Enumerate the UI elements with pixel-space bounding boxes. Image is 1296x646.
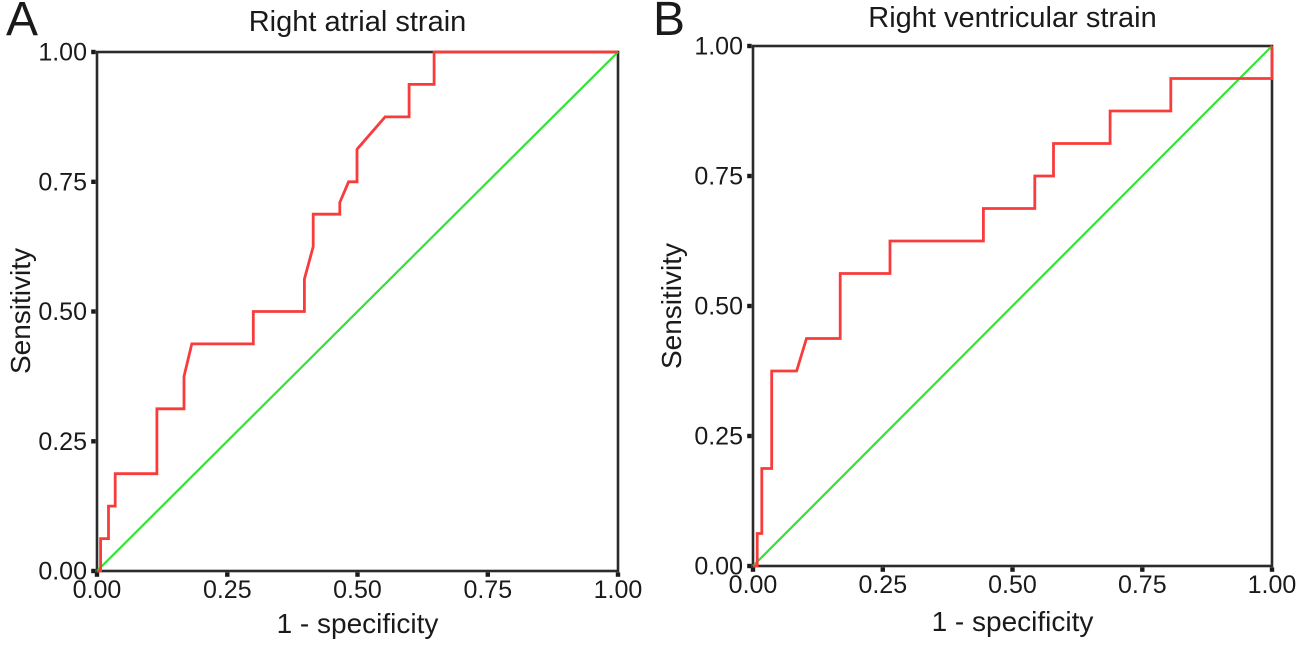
y-tick-label: 1.00 [38, 39, 87, 67]
x-tick-label: 0.75 [463, 576, 512, 604]
x-tick-label: 1.00 [594, 576, 643, 604]
y-tick-label: 0.25 [38, 428, 87, 456]
x-tick-label: 0.50 [988, 571, 1037, 599]
y-tick [747, 303, 752, 309]
x-axis-label-b: 1 - specificity [931, 606, 1094, 637]
y-tick [747, 43, 752, 49]
x-axis-label-a: 1 - specificity [276, 608, 439, 639]
y-tick-label: 0.75 [694, 163, 743, 191]
reference-line [752, 45, 1273, 567]
y-tick-label: 0.00 [694, 553, 743, 581]
x-tick-label: 0.25 [858, 571, 907, 599]
roc-curve [97, 50, 618, 573]
panel-letter-a: A [6, 0, 39, 46]
y-tick [91, 439, 96, 444]
y-tick [747, 173, 752, 179]
x-tick [225, 572, 230, 577]
y-axis-label-b: Sensitivity [656, 242, 687, 370]
roc-plot-a: 0.00 0.25 0.50 0.75 1.00 0.00 0.25 0.50 0.75 1.00 [38, 39, 642, 605]
y-tick-label: 0.25 [694, 423, 743, 451]
plot-border [95, 50, 620, 573]
y-tick [91, 179, 96, 184]
y-tick [91, 568, 96, 574]
x-tick-label: 0.50 [333, 576, 382, 604]
y-tick-label: 1.00 [694, 33, 743, 61]
y-tick [747, 433, 752, 439]
x-tick [615, 572, 621, 577]
y-tick-label: 0.50 [38, 298, 87, 326]
x-tick [880, 567, 885, 572]
x-tick-label: 0.00 [729, 571, 778, 599]
roc-plot-b: 0.00 0.25 0.50 0.75 1.00 0.00 0.25 0.50 0.75 1.00 [694, 33, 1296, 600]
x-tick [1140, 567, 1145, 572]
y-tick [91, 309, 96, 314]
reference-line [96, 51, 619, 572]
x-tick [750, 567, 756, 572]
panel-title-a: Right atrial strain [248, 6, 467, 38]
plot-border [751, 44, 1274, 568]
x-tick [1269, 567, 1275, 572]
x-tick [94, 572, 100, 577]
y-tick [747, 563, 752, 569]
y-tick-label: 0.00 [38, 558, 87, 586]
y-tick-label: 0.75 [38, 168, 87, 196]
y-tick [91, 49, 96, 55]
y-axis-label-a: Sensitivity [5, 247, 36, 375]
x-tick [355, 572, 360, 577]
x-tick-label: 0.00 [73, 576, 122, 604]
x-tick [485, 572, 490, 577]
panel-title-b: Right ventricular strain [868, 2, 1157, 34]
y-tick-label: 0.50 [694, 293, 743, 321]
x-tick-label: 0.25 [203, 576, 252, 604]
roc-curve [753, 46, 1274, 568]
x-tick-label: 1.00 [1248, 571, 1296, 599]
x-tick-label: 0.75 [1118, 571, 1167, 599]
x-tick [1010, 567, 1015, 572]
panel-letter-b: B [653, 0, 686, 46]
